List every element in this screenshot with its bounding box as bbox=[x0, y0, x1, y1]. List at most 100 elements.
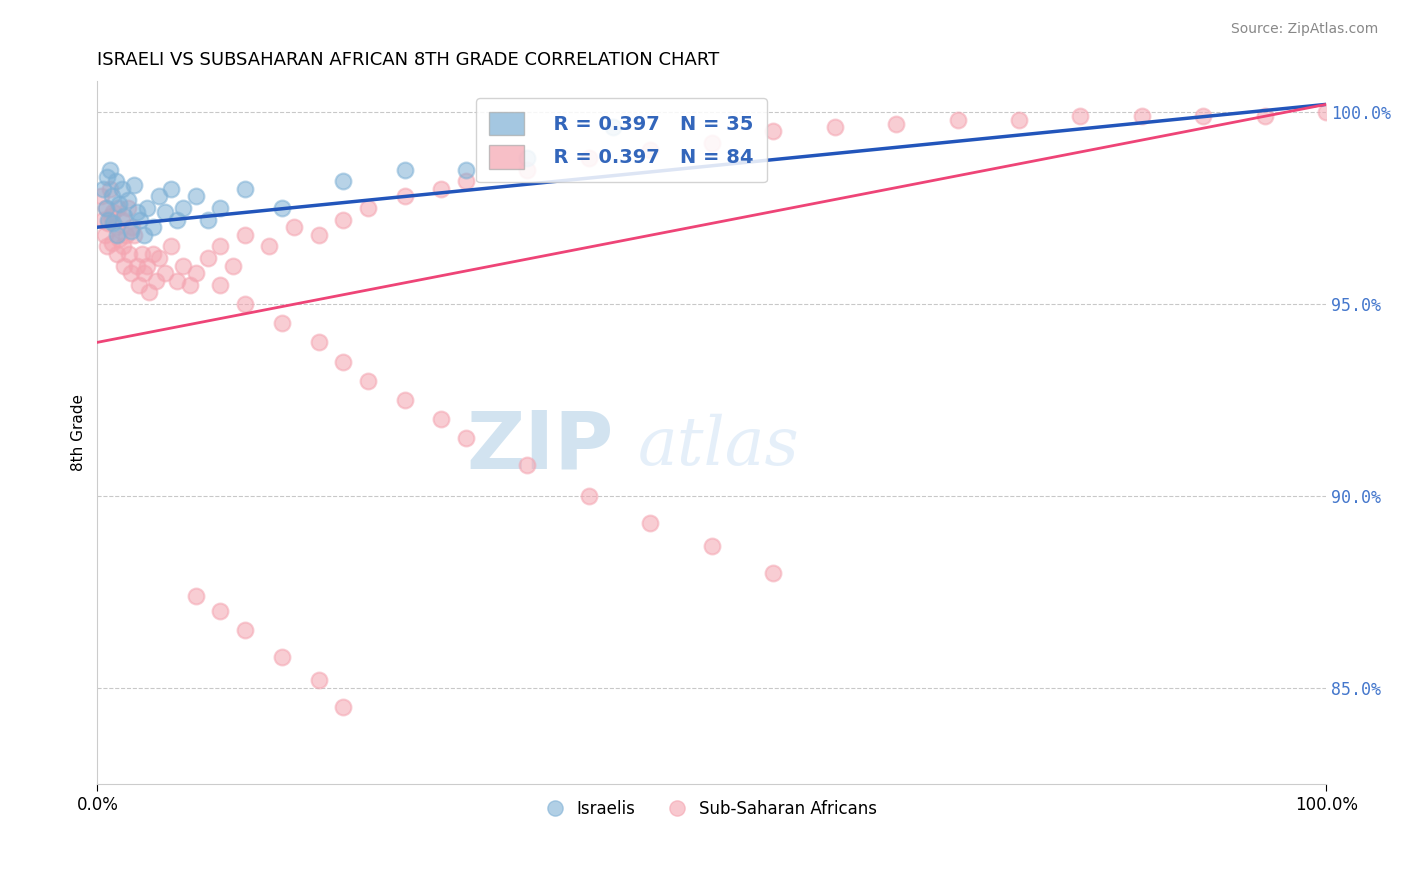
Point bbox=[270, 316, 292, 330]
Point bbox=[112, 239, 135, 253]
Point bbox=[430, 412, 453, 426]
Point bbox=[166, 212, 188, 227]
Point bbox=[148, 189, 170, 203]
Point bbox=[97, 212, 120, 227]
Point bbox=[308, 227, 330, 242]
Point bbox=[148, 251, 170, 265]
Point bbox=[700, 136, 723, 150]
Point bbox=[105, 247, 128, 261]
Point bbox=[332, 354, 354, 368]
Point bbox=[640, 516, 662, 530]
Point bbox=[112, 259, 135, 273]
Point bbox=[946, 112, 969, 127]
Point bbox=[142, 220, 165, 235]
Point bbox=[430, 182, 453, 196]
Point bbox=[138, 285, 160, 300]
Point bbox=[96, 239, 118, 253]
Point bbox=[93, 212, 115, 227]
Point bbox=[209, 201, 232, 215]
Point bbox=[94, 201, 117, 215]
Point bbox=[179, 277, 201, 292]
Point bbox=[145, 274, 167, 288]
Point bbox=[209, 239, 232, 253]
Point bbox=[1008, 112, 1031, 127]
Legend: Israelis, Sub-Saharan Africans: Israelis, Sub-Saharan Africans bbox=[540, 793, 883, 824]
Point bbox=[197, 212, 219, 227]
Point bbox=[394, 392, 416, 407]
Point bbox=[184, 189, 207, 203]
Point bbox=[93, 182, 115, 196]
Point bbox=[131, 247, 153, 261]
Text: ISRAELI VS SUBSAHARAN AFRICAN 8TH GRADE CORRELATION CHART: ISRAELI VS SUBSAHARAN AFRICAN 8TH GRADE … bbox=[97, 51, 720, 69]
Point bbox=[233, 624, 256, 638]
Point bbox=[120, 224, 142, 238]
Point bbox=[101, 235, 124, 250]
Point bbox=[166, 274, 188, 288]
Point bbox=[142, 247, 165, 261]
Point bbox=[135, 259, 157, 273]
Point bbox=[233, 227, 256, 242]
Point bbox=[332, 174, 354, 188]
Point bbox=[125, 204, 148, 219]
Point bbox=[1315, 105, 1337, 120]
Point bbox=[125, 259, 148, 273]
Point bbox=[209, 604, 232, 618]
Point bbox=[516, 458, 538, 472]
Point bbox=[357, 374, 380, 388]
Point bbox=[160, 239, 183, 253]
Point bbox=[357, 201, 380, 215]
Point bbox=[121, 220, 143, 235]
Point bbox=[283, 220, 305, 235]
Point bbox=[578, 489, 600, 503]
Point bbox=[111, 182, 134, 196]
Y-axis label: 8th Grade: 8th Grade bbox=[72, 394, 86, 471]
Text: ZIP: ZIP bbox=[467, 408, 613, 485]
Point bbox=[112, 209, 135, 223]
Point bbox=[602, 120, 624, 135]
Point bbox=[98, 162, 121, 177]
Point bbox=[90, 189, 112, 203]
Point bbox=[184, 589, 207, 603]
Point bbox=[184, 266, 207, 280]
Point bbox=[700, 539, 723, 553]
Point bbox=[332, 212, 354, 227]
Point bbox=[107, 201, 129, 215]
Point bbox=[153, 204, 176, 219]
Point bbox=[454, 431, 477, 445]
Point bbox=[103, 204, 125, 219]
Point bbox=[128, 277, 150, 292]
Point bbox=[98, 182, 121, 196]
Point bbox=[111, 212, 134, 227]
Point bbox=[270, 650, 292, 665]
Point bbox=[884, 117, 907, 131]
Point bbox=[1130, 109, 1153, 123]
Point bbox=[578, 151, 600, 165]
Point bbox=[394, 189, 416, 203]
Point bbox=[132, 266, 155, 280]
Point bbox=[117, 201, 139, 215]
Point bbox=[118, 247, 141, 261]
Point bbox=[394, 162, 416, 177]
Point bbox=[233, 297, 256, 311]
Point bbox=[209, 277, 232, 292]
Point bbox=[454, 162, 477, 177]
Point bbox=[259, 239, 281, 253]
Point bbox=[270, 201, 292, 215]
Point bbox=[516, 162, 538, 177]
Point bbox=[308, 335, 330, 350]
Point bbox=[762, 566, 785, 580]
Point bbox=[454, 174, 477, 188]
Point bbox=[93, 227, 115, 242]
Point bbox=[122, 227, 145, 242]
Point bbox=[108, 197, 131, 211]
Point bbox=[104, 220, 127, 235]
Point bbox=[640, 144, 662, 158]
Point bbox=[105, 227, 128, 242]
Point bbox=[762, 124, 785, 138]
Point bbox=[1069, 109, 1091, 123]
Point bbox=[172, 259, 194, 273]
Point bbox=[122, 178, 145, 192]
Point bbox=[103, 216, 125, 230]
Point bbox=[104, 174, 127, 188]
Point bbox=[1192, 109, 1215, 123]
